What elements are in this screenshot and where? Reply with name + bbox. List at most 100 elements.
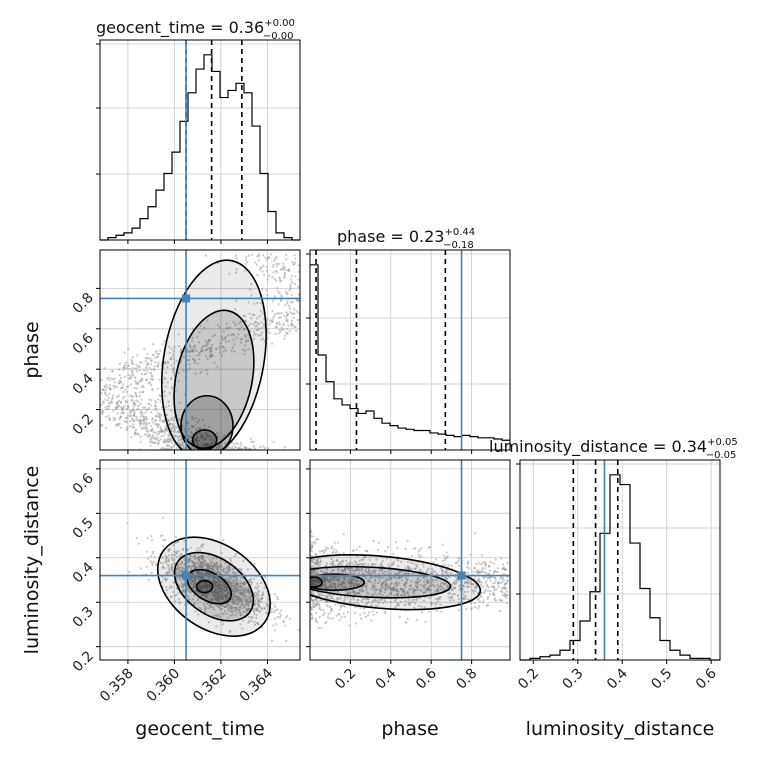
sample-point: [488, 569, 491, 572]
sample-point: [139, 402, 142, 406]
sample-point: [170, 447, 173, 450]
title-lower-error: −0.05: [706, 450, 737, 461]
sample-point: [322, 273, 324, 275]
ylabel-luminosity-distance: luminosity_distance: [21, 466, 43, 655]
sample-point: [271, 317, 274, 320]
sample-point: [259, 598, 263, 601]
sample-point: [329, 617, 332, 620]
sample-point: [72, 401, 74, 403]
sample-point: [126, 400, 129, 403]
sample-point: [457, 608, 461, 612]
sample-point: [311, 298, 313, 300]
sample-point: [365, 582, 368, 585]
sample-point: [387, 585, 391, 588]
sample-point: [353, 591, 356, 594]
sample-point: [138, 422, 142, 425]
sample-point: [388, 576, 391, 579]
sample-point: [228, 631, 231, 634]
sample-point: [404, 585, 407, 589]
sample-point: [289, 301, 293, 304]
sample-point: [246, 609, 249, 612]
sample-point: [150, 555, 153, 558]
sample-point: [104, 415, 107, 418]
sample-point: [237, 591, 240, 594]
sample-point: [197, 546, 200, 550]
sample-point: [280, 609, 283, 612]
sample-point: [187, 566, 190, 570]
sample-point: [316, 620, 319, 624]
sample-point: [421, 562, 424, 566]
sample-point: [363, 598, 366, 601]
sample-point: [282, 268, 285, 271]
sample-point: [150, 368, 153, 371]
sample-point: [497, 582, 500, 585]
sample-point: [371, 610, 374, 613]
sample-point: [82, 365, 84, 367]
sample-point: [343, 615, 346, 618]
sample-point: [177, 333, 180, 336]
sample-point: [115, 385, 118, 389]
sample-point: [264, 576, 267, 579]
sample-point: [235, 299, 238, 303]
sample-point: [151, 441, 154, 444]
sample-point: [154, 423, 157, 426]
sample-point: [190, 435, 193, 438]
sample-point: [385, 577, 388, 580]
sample-point: [392, 585, 396, 589]
sample-point: [143, 369, 146, 372]
sample-point: [172, 550, 176, 553]
sample-point: [227, 616, 230, 619]
sample-point: [272, 441, 275, 444]
sample-point: [161, 562, 164, 565]
sample-point: [193, 585, 196, 588]
sample-point: [486, 596, 490, 599]
sample-point: [171, 568, 174, 571]
sample-point: [398, 581, 401, 584]
sample-point: [268, 319, 272, 322]
sample-point: [403, 592, 406, 596]
sample-point: [501, 594, 504, 597]
sample-point: [415, 619, 418, 622]
sample-point: [406, 539, 409, 543]
sample-point: [170, 386, 173, 389]
sample-point: [278, 321, 281, 324]
sample-point: [219, 566, 222, 569]
sample-point: [270, 639, 273, 642]
sample-point: [251, 313, 255, 316]
sample-point: [271, 275, 274, 279]
sample-point: [150, 539, 153, 542]
sample-point: [247, 579, 250, 582]
y-tick-label: 0.6: [70, 330, 97, 357]
sample-point: [376, 604, 379, 607]
sample-point: [156, 387, 160, 390]
sample-point: [130, 370, 133, 373]
sample-point: [164, 385, 167, 388]
sample-point: [223, 337, 226, 341]
sample-point: [368, 305, 370, 307]
sample-point: [150, 363, 153, 366]
sample-point: [293, 308, 296, 311]
sample-point: [144, 357, 147, 360]
sample-point: [178, 601, 181, 604]
sample-point: [225, 322, 228, 325]
sample-point: [305, 263, 307, 265]
sample-point: [235, 257, 238, 260]
sample-point: [132, 420, 135, 423]
sample-point: [228, 326, 231, 329]
sample-point: [113, 381, 116, 384]
sample-point: [117, 404, 120, 407]
sample-point: [160, 447, 163, 450]
sample-point: [175, 447, 178, 450]
sample-point: [135, 370, 138, 373]
sample-point: [411, 600, 414, 603]
sample-point: [208, 578, 211, 581]
sample-point: [160, 431, 163, 434]
sample-point: [269, 253, 272, 256]
sample-point: [124, 388, 127, 391]
sample-point: [256, 582, 259, 585]
sample-point: [458, 589, 461, 592]
sample-point: [311, 308, 313, 310]
sample-point: [200, 370, 203, 373]
sample-point: [406, 590, 409, 594]
sample-point: [412, 547, 415, 550]
